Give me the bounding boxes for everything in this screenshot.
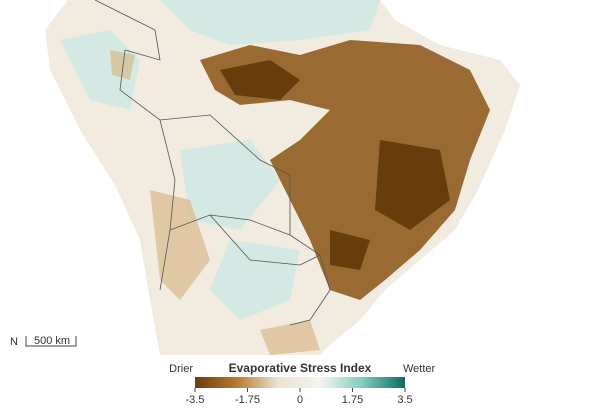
scale-area: N 500 km [10, 335, 77, 348]
colorbar-tick-label: -1.75 [235, 394, 260, 406]
north-label: N [10, 336, 18, 348]
light-brown-area [110, 50, 320, 355]
brown-area [200, 40, 490, 300]
dark-brown-area [220, 60, 450, 270]
colorbar [195, 377, 405, 388]
legend-title: Evaporative Stress Index [229, 361, 372, 375]
map [45, 0, 520, 355]
colorbar-tick-label: -3.5 [186, 394, 205, 406]
colorbar-tick-label: 1.75 [342, 394, 363, 406]
scale-label: 500 km [34, 335, 70, 347]
borders [94, 0, 331, 326]
scale-bar [25, 336, 77, 347]
teal-area [60, 0, 380, 320]
colorbar-tick-label: 0 [297, 394, 303, 406]
colorbar-tick-label: 3.5 [397, 394, 412, 406]
legend: Drier Evaporative Stress Index Wetter [169, 361, 436, 388]
legend-high-label: Wetter [403, 363, 436, 375]
legend-low-label: Drier [169, 363, 193, 375]
